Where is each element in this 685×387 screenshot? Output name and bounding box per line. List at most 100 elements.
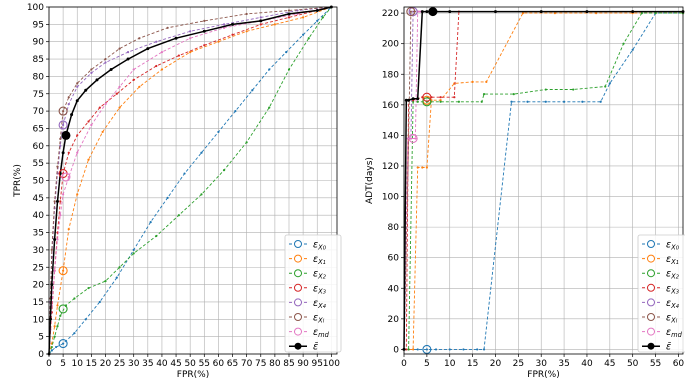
data-point	[76, 134, 79, 137]
legend-marker	[647, 240, 655, 248]
data-point	[421, 166, 424, 169]
y-tick-label: 40	[388, 284, 400, 294]
data-point	[604, 85, 607, 88]
data-point	[457, 100, 460, 103]
x-tick-label: 25	[513, 359, 524, 369]
legend-marker	[294, 298, 302, 307]
data-point	[54, 345, 58, 349]
legend-label: εX0	[666, 240, 680, 252]
data-point	[245, 141, 248, 144]
data-point	[493, 10, 497, 14]
data-point	[416, 348, 419, 351]
y-tick-label: 60	[388, 254, 400, 264]
y-tick-label: 20	[388, 315, 400, 325]
x-tick-label: 0	[46, 359, 52, 369]
data-point	[62, 269, 65, 272]
data-point	[126, 57, 130, 61]
data-point	[138, 85, 141, 88]
x-tick-label: 5	[424, 359, 430, 369]
data-point	[160, 68, 164, 71]
data-point	[53, 325, 56, 328]
y-tick-label: 50	[33, 177, 45, 187]
data-point	[608, 82, 611, 85]
data-point	[53, 237, 57, 241]
legend-box	[284, 234, 342, 353]
y-tick-label: 100	[382, 193, 399, 203]
data-point	[155, 234, 158, 238]
legend-label: εmd	[666, 327, 683, 339]
legend-marker	[294, 327, 302, 336]
x-tick-label: 50	[184, 359, 196, 369]
data-point	[155, 40, 158, 43]
x-tick-label: 60	[673, 359, 685, 369]
y-tick-label: 30	[33, 246, 45, 256]
y-tick-label: 180	[382, 70, 399, 80]
x-tick-label: 100	[323, 359, 340, 369]
legend-label: εX3	[313, 283, 326, 295]
legend-label: εmd	[313, 327, 330, 339]
data-point	[50, 349, 53, 352]
data-point	[594, 12, 598, 15]
data-point	[585, 10, 589, 14]
data-point	[287, 68, 291, 71]
data-point	[59, 314, 62, 317]
data-point	[84, 88, 88, 92]
y-tick-label: 220	[382, 9, 399, 19]
data-point	[521, 12, 525, 15]
data-point	[118, 47, 121, 50]
y-tick-label: 70	[33, 107, 45, 117]
legend-label: εX1	[313, 254, 326, 266]
data-point	[453, 96, 456, 99]
x-tick-label: 35	[142, 359, 153, 369]
y-tick-label: 0	[393, 345, 399, 355]
data-point	[448, 348, 451, 351]
legend-marker	[647, 327, 655, 336]
data-point	[439, 99, 442, 102]
data-point	[482, 348, 486, 351]
legend-marker	[647, 283, 655, 292]
data-point	[59, 144, 62, 147]
data-point	[412, 100, 415, 103]
data-point	[407, 98, 411, 102]
data-point	[73, 297, 76, 300]
data-point	[55, 199, 59, 203]
data-point	[404, 98, 408, 102]
data-point	[90, 123, 93, 127]
data-point	[200, 151, 203, 154]
x-tick-label: 55	[199, 359, 210, 369]
data-point	[76, 151, 79, 154]
data-point	[118, 266, 121, 269]
data-point	[259, 19, 263, 23]
data-point	[203, 19, 206, 22]
legend: εX0 εX1 εX2 εX3 εX4 εXl εmd ε̄	[284, 234, 342, 353]
operating-point-marker	[58, 106, 68, 116]
data-point	[553, 12, 557, 15]
operating-point-marker	[58, 266, 68, 276]
data-point	[149, 221, 152, 224]
legend-marker	[647, 298, 655, 307]
data-point	[287, 16, 291, 19]
data-point	[76, 85, 79, 88]
data-point	[104, 61, 107, 64]
x-tick-label: 20	[100, 359, 112, 369]
legend-marker	[294, 313, 302, 321]
x-tick-label: 15	[86, 359, 97, 369]
data-point	[217, 40, 220, 43]
y-tick-label: 120	[382, 162, 399, 172]
data-point	[95, 78, 99, 82]
data-point	[174, 36, 178, 40]
data-point	[118, 85, 121, 88]
data-point	[87, 286, 90, 290]
y-tick-label: 160	[382, 101, 399, 111]
legend-marker	[647, 313, 655, 321]
x-tick-label: 45	[604, 359, 615, 369]
y-tick-label: 65	[33, 124, 44, 134]
data-point	[285, 51, 288, 54]
data-point	[562, 100, 566, 103]
legend-label: εX1	[666, 254, 679, 266]
data-point	[234, 110, 237, 113]
data-point	[420, 10, 424, 14]
data-point	[90, 71, 93, 75]
data-point	[414, 137, 417, 140]
